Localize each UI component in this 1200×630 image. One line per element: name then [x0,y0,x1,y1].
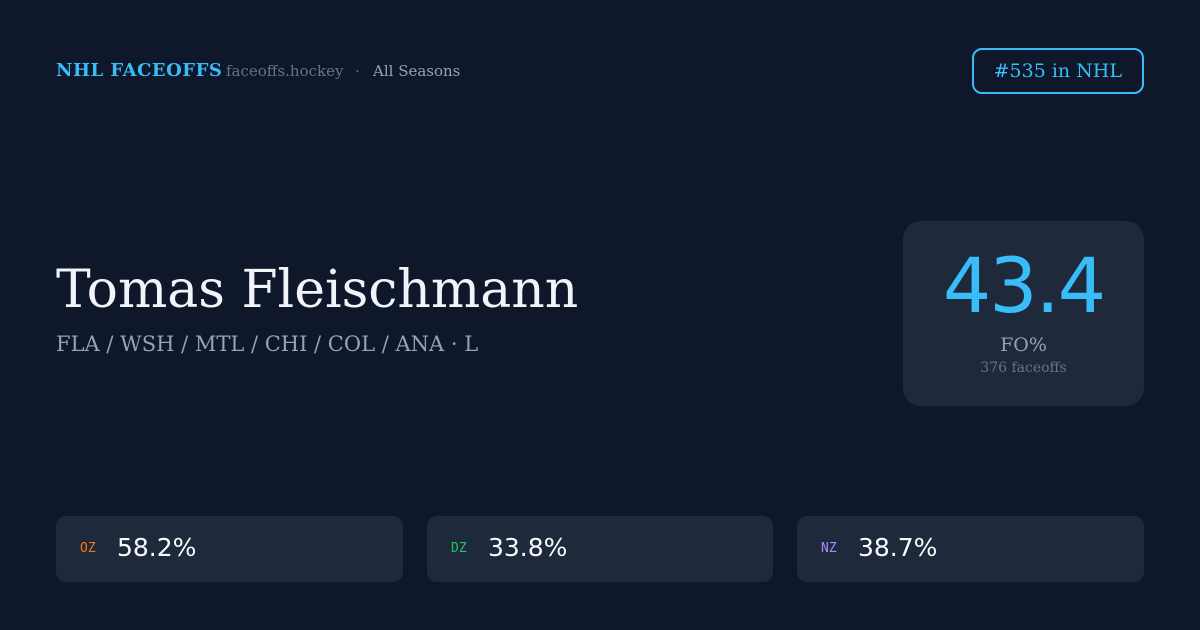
zone-card-oz: OZ 58.2% [56,516,403,582]
player-teams: FLA / WSH / MTL / CHI / COL / ANA · L [56,332,479,356]
stat-label: FO% [1000,334,1047,356]
faceoff-stat-card: 43.4 FO% 376 faceoffs [903,221,1144,406]
zone-value: 58.2% [117,533,197,562]
zone-value: 38.7% [858,533,938,562]
zone-label: OZ [80,541,96,556]
zone-card-nz: NZ 38.7% [797,516,1144,582]
zone-label: NZ [821,541,837,556]
season-label: All Seasons [373,62,461,80]
zone-value: 33.8% [488,533,568,562]
faceoff-count: 376 faceoffs [980,360,1067,376]
site-name: faceoffs.hockey [226,62,344,80]
separator: · [355,62,360,80]
player-name: Tomas Fleischmann [56,260,579,320]
zone-label: DZ [451,541,467,556]
zone-card-dz: DZ 33.8% [427,516,773,582]
brand-title: NHL FACEOFFS [56,60,223,81]
rank-badge: #535 in NHL [971,48,1144,94]
faceoff-percentage: 43.4 [942,241,1106,330]
